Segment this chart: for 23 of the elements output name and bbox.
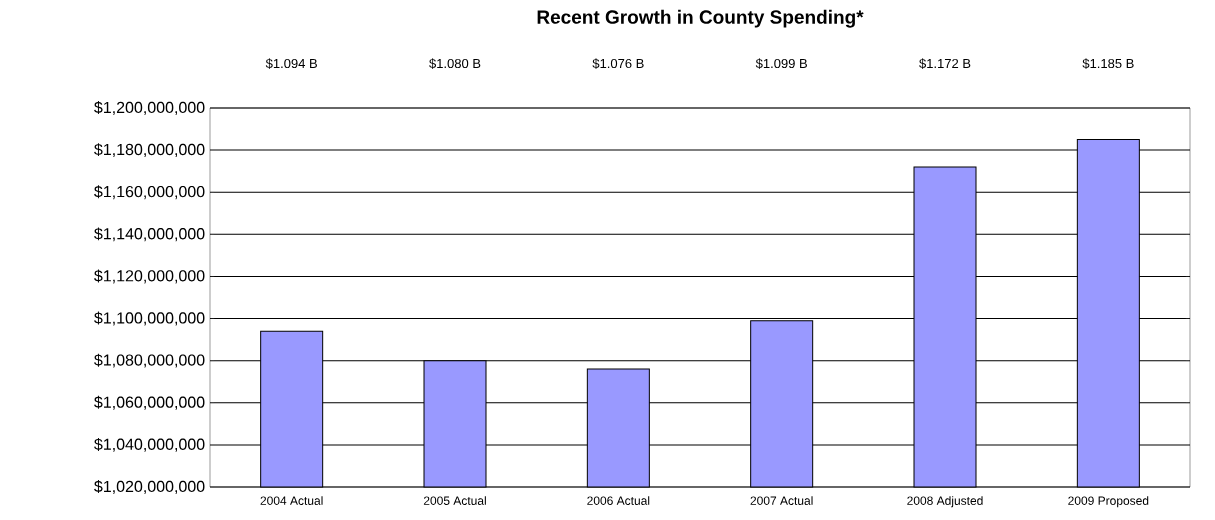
y-tick-label: $1,100,000,000 bbox=[94, 311, 205, 326]
data-label: $1.099 B bbox=[755, 58, 807, 69]
x-tick-label: 2004 Actual bbox=[260, 496, 323, 505]
y-tick-label: $1,160,000,000 bbox=[94, 185, 205, 200]
data-label: $1.172 B bbox=[919, 58, 971, 69]
x-tick-label: 2009 Proposed bbox=[1068, 496, 1149, 508]
x-tick-label: 2007 Actual bbox=[750, 496, 813, 505]
y-tick-label: $1,200,000,000 bbox=[94, 101, 205, 115]
chart-title: Recent Growth in County Spending* bbox=[537, 9, 864, 28]
y-tick-label: $1,040,000,000 bbox=[94, 437, 205, 452]
x-tick-label: 2005 Actual bbox=[423, 496, 486, 505]
x-tick-label: 2006 Actual bbox=[587, 496, 650, 505]
y-tick-label: $1,120,000,000 bbox=[94, 269, 205, 284]
data-label: $1.094 B bbox=[265, 58, 317, 69]
x-tick-label: 2008 Adjusted bbox=[907, 496, 983, 508]
data-label: $1.076 B bbox=[592, 58, 644, 69]
y-tick-label: $1,020,000,000 bbox=[94, 480, 205, 494]
data-label: $1.185 B bbox=[1082, 58, 1134, 69]
y-tick-label: $1,180,000,000 bbox=[94, 143, 205, 158]
data-label: $1.080 B bbox=[429, 58, 481, 69]
y-tick-label: $1,140,000,000 bbox=[94, 227, 205, 242]
y-tick-label: $1,060,000,000 bbox=[94, 395, 205, 410]
y-tick-label: $1,080,000,000 bbox=[94, 353, 205, 368]
